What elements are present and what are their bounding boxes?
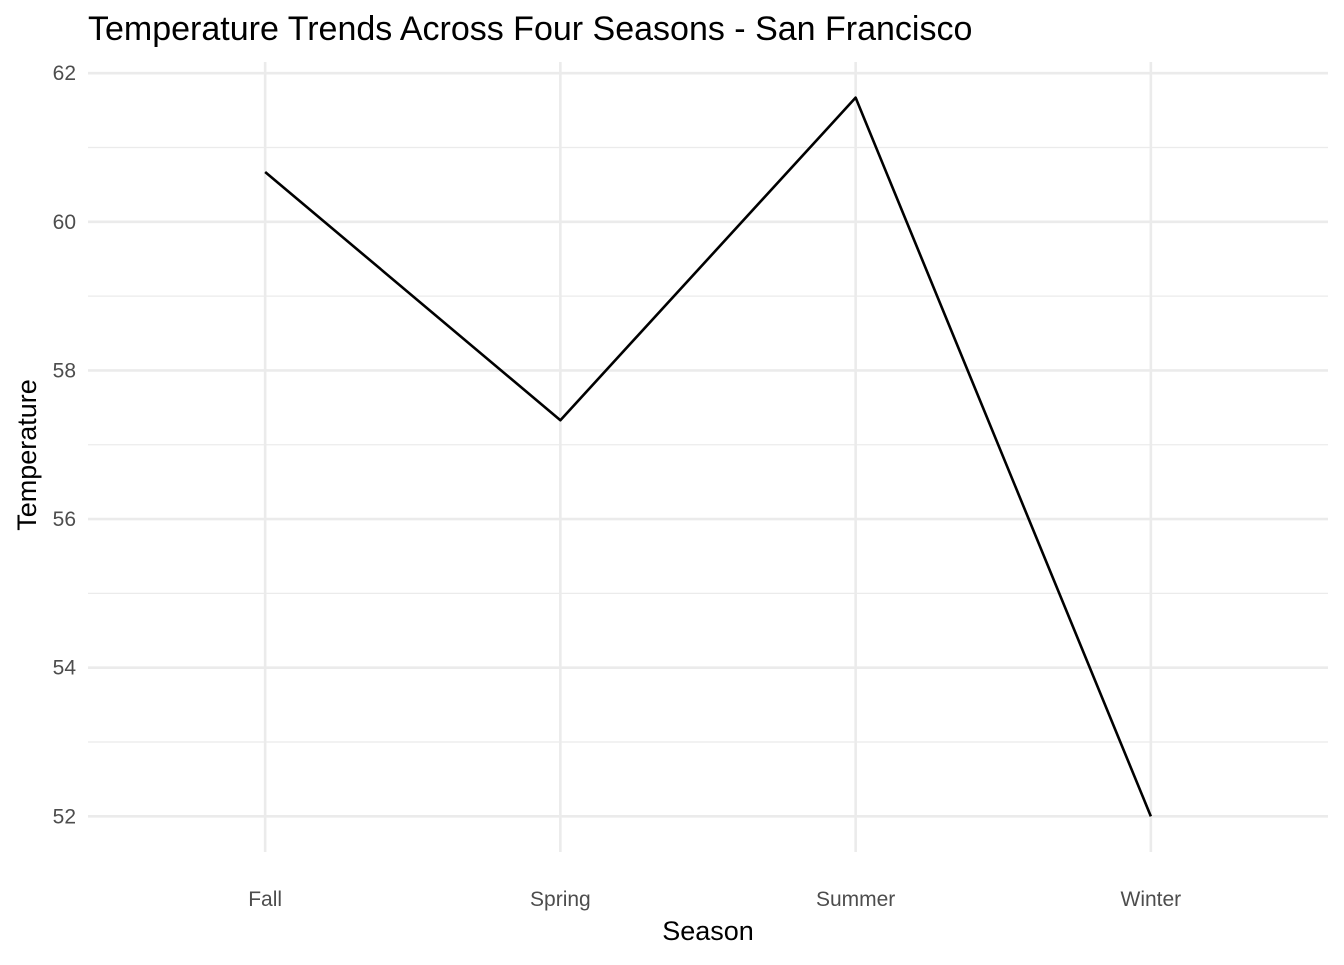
x-tick-label: Spring (530, 888, 591, 911)
y-tick-label: 60 (53, 211, 76, 234)
x-tick-label: Fall (248, 888, 282, 911)
y-tick-label: 54 (53, 657, 77, 680)
x-tick-label: Summer (816, 888, 895, 911)
x-axis-title: Season (662, 916, 754, 946)
grid-lines (88, 62, 1328, 852)
y-axis-ticks: 52 54 56 58 60 62 (53, 62, 77, 828)
temperature-line (264, 96, 1153, 817)
x-tick-label: Winter (1121, 888, 1182, 911)
chart-title: Temperature Trends Across Four Seasons -… (88, 10, 972, 48)
series-layer (264, 96, 1153, 817)
y-tick-label: 58 (53, 359, 76, 382)
y-tick-label: 52 (53, 805, 76, 828)
x-axis-ticks: Fall Spring Summer Winter (248, 888, 1181, 911)
y-tick-label: 56 (53, 508, 76, 531)
y-axis-title: Temperature (12, 379, 42, 531)
y-tick-label: 62 (53, 62, 76, 85)
